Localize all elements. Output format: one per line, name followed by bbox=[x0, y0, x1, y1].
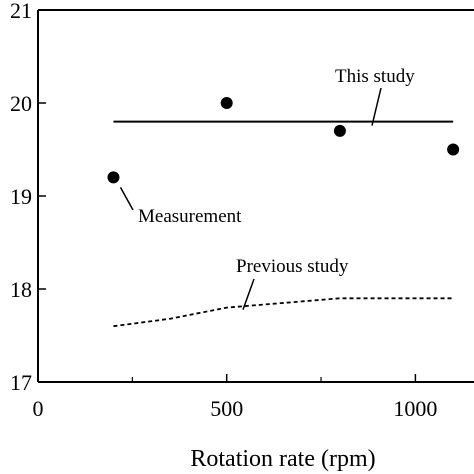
tick-group: 17 18 19 20 21 0 500 1000 bbox=[10, 0, 437, 421]
previous-study-line bbox=[113, 297, 454, 328]
x-tick-label: 1000 bbox=[393, 396, 437, 421]
y-tick-label: 18 bbox=[10, 277, 32, 302]
y-tick-label: 19 bbox=[10, 184, 32, 209]
leader-measurement bbox=[119, 187, 134, 211]
x-tick-label: 500 bbox=[210, 396, 243, 421]
leader-previous-study bbox=[242, 278, 255, 310]
leader-this-study bbox=[371, 87, 382, 126]
y-tick-label: 20 bbox=[10, 91, 32, 116]
measurement-point bbox=[107, 171, 120, 184]
measurement-point bbox=[333, 124, 346, 137]
annotation-group: This study Measurement Previous study bbox=[119, 66, 415, 310]
y-tick-label: 17 bbox=[10, 370, 32, 395]
annotation-measurement: Measurement bbox=[138, 206, 242, 227]
annotation-this-study: This study bbox=[335, 66, 415, 87]
measurement-point bbox=[220, 97, 233, 109]
measurement-point bbox=[447, 143, 460, 156]
annotation-previous-study: Previous study bbox=[236, 256, 349, 277]
measurement-series bbox=[107, 97, 460, 184]
y-tick-label: 21 bbox=[10, 0, 32, 23]
previous-study-series bbox=[113, 297, 454, 328]
x-tick-label: 0 bbox=[33, 396, 44, 421]
x-axis-label: Rotation rate (rpm) bbox=[190, 446, 375, 472]
